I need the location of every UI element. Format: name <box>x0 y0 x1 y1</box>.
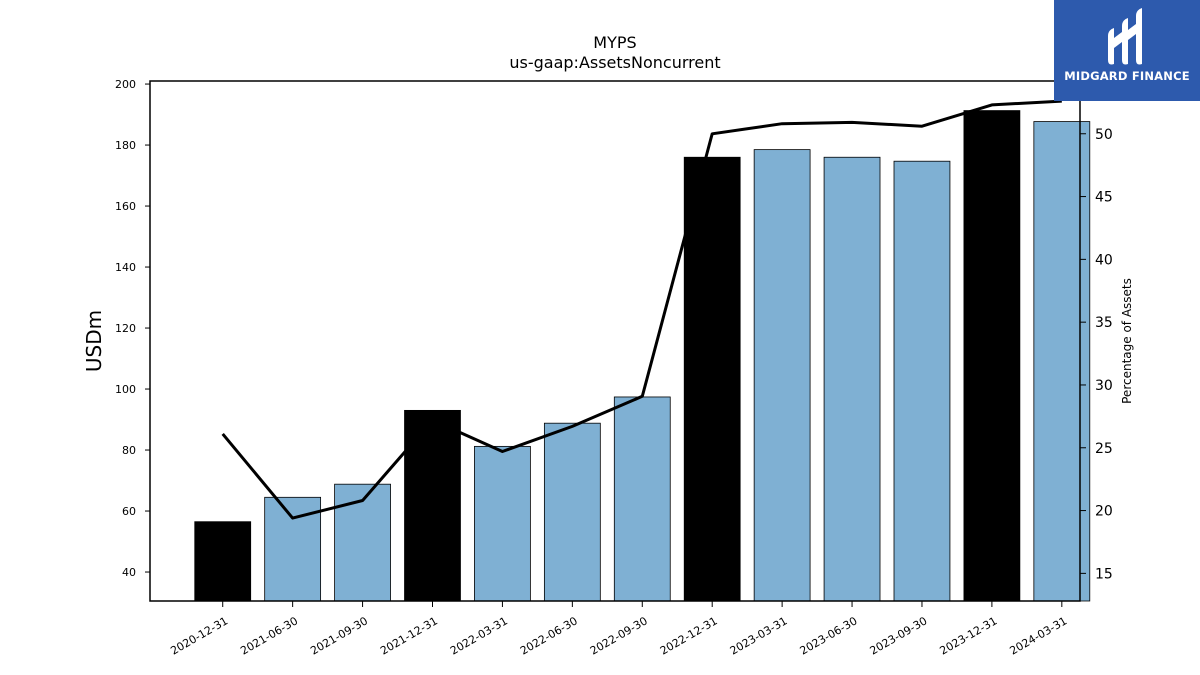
y2-tick-label: 35 <box>1095 315 1113 331</box>
percentage-line <box>221 99 1062 520</box>
x-tick-label: 2023-09-30 <box>868 614 930 657</box>
y2-tick-label: 15 <box>1095 566 1113 582</box>
bars-layer <box>194 110 1091 602</box>
x-tick-label: 2020-12-31 <box>168 614 230 657</box>
x-tick-label: 2023-03-31 <box>728 614 790 657</box>
bar-2023-03-31 <box>753 149 811 602</box>
y2-tick-label: 30 <box>1095 378 1113 394</box>
x-tick-label: 2022-06-30 <box>518 614 580 657</box>
y-tick-label: 40 <box>122 566 136 579</box>
x-tick-label: 2023-06-30 <box>798 614 860 657</box>
y-tick-label: 100 <box>115 383 136 396</box>
x-tick-label: 2022-12-31 <box>658 614 720 657</box>
x-tick-label: 2022-03-31 <box>448 614 510 657</box>
y2-tick-label: 20 <box>1095 504 1113 520</box>
bar-2022-09-30 <box>613 396 671 602</box>
y-axis-label: USDm <box>82 310 106 372</box>
x-tick-label: 2021-06-30 <box>238 614 300 657</box>
bar-2022-12-31 <box>683 156 741 602</box>
y2-tick-label: 50 <box>1095 127 1113 143</box>
left-axis: 40 60 80 100 120 140 160 180 200 <box>115 78 150 579</box>
bar-2024-03-31 <box>1033 121 1091 602</box>
midgard-logo-icon <box>1108 8 1142 65</box>
x-tick-label: 2023-12-31 <box>938 614 1000 657</box>
bar-2022-06-30 <box>543 422 601 602</box>
plot-frame <box>149 80 1081 602</box>
bar-2023-09-30 <box>893 160 951 602</box>
x-axis: 2020-12-31 2021-06-30 2021-09-30 2021-12-31… <box>168 601 1069 658</box>
y-tick-label: 140 <box>115 261 136 274</box>
bar-2023-12-31 <box>963 110 1021 602</box>
y-tick-label: 80 <box>122 444 136 457</box>
y2-tick-label: 25 <box>1095 441 1113 457</box>
x-tick-label: 2021-09-30 <box>308 614 370 657</box>
bar-2020-12-31 <box>194 521 252 602</box>
x-tick-label: 2022-09-30 <box>588 614 650 657</box>
brand-logo: MIDGARD FINANCE <box>1054 0 1200 101</box>
y2-tick-label: 45 <box>1095 190 1113 206</box>
right-axis: 15 20 25 30 35 40 45 50 <box>1080 127 1113 582</box>
x-tick-label: 2024-03-31 <box>1007 614 1069 657</box>
y2-axis-label: Percentage of Assets <box>1120 278 1134 404</box>
y2-tick-label: 40 <box>1095 252 1113 268</box>
y-tick-label: 180 <box>115 139 136 152</box>
y-tick-label: 120 <box>115 322 136 335</box>
brand-logo-text: MIDGARD FINANCE <box>1064 69 1190 83</box>
bar-2022-03-31 <box>474 445 531 602</box>
y-tick-label: 160 <box>115 200 136 213</box>
bar-2021-12-31 <box>404 409 461 602</box>
bar-2023-06-30 <box>823 156 881 602</box>
x-tick-label: 2021-12-31 <box>378 614 440 657</box>
y-tick-label: 200 <box>115 78 136 91</box>
y-tick-label: 60 <box>122 505 136 518</box>
chart-subtitle: us-gaap:AssetsNoncurrent <box>509 53 720 72</box>
chart-title: MYPS <box>593 33 636 52</box>
